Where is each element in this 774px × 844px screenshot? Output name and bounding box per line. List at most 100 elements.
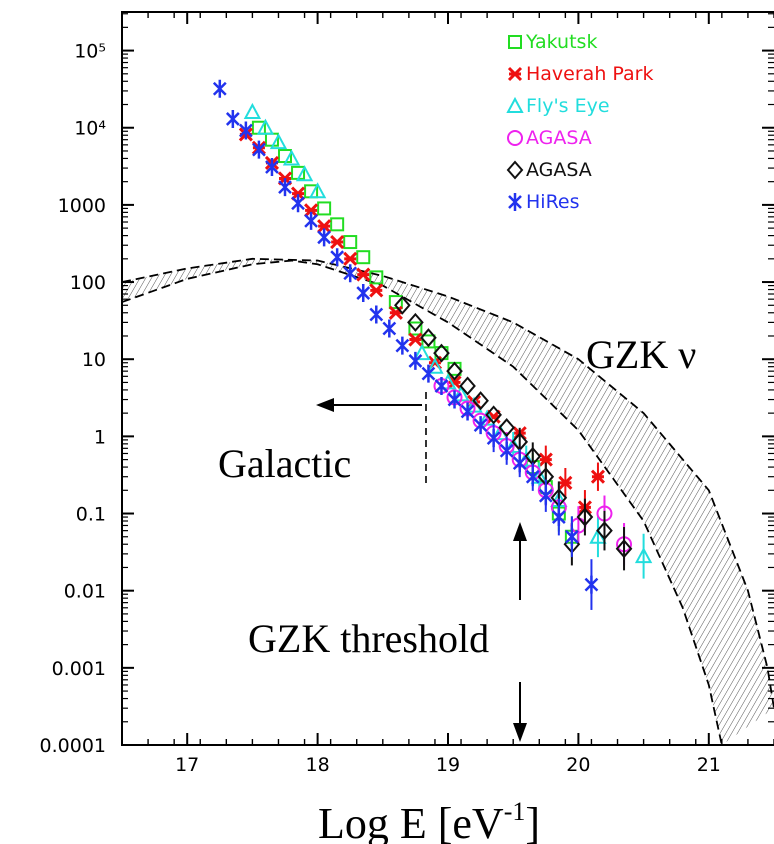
data-point: [558, 475, 573, 490]
data-point: [343, 264, 358, 283]
x-tick-label: 17: [175, 754, 199, 776]
gzk-threshold-up-arrowhead: [513, 522, 527, 541]
data-point: [433, 343, 450, 363]
data-point: [291, 194, 305, 213]
data-point: [564, 527, 579, 546]
data-point: [269, 133, 288, 150]
data-point: [551, 508, 566, 527]
data-point: [212, 79, 227, 98]
gzk-band-upper-edge: [122, 257, 774, 709]
data-point: [473, 416, 488, 435]
data-point: [308, 182, 327, 199]
data-point: [304, 211, 318, 230]
data-point: [530, 467, 548, 484]
y-tick-label: 10⁵: [74, 41, 106, 63]
legend-marker: [506, 160, 524, 180]
data-point: [356, 250, 371, 265]
data-point: [634, 547, 653, 564]
data-point: [395, 336, 410, 355]
data-point: [356, 284, 371, 303]
data-point: [413, 343, 431, 361]
data-point: [407, 312, 424, 332]
data-point: [576, 507, 594, 527]
y-tick-label: 1000: [58, 195, 106, 217]
data-point: [408, 332, 423, 347]
y-tick-label: 0.001: [52, 658, 106, 680]
plot-frame: [121, 11, 774, 746]
y-tick-label: 10: [82, 349, 106, 371]
legend: Yakutsk Haverah Park Fly's Eye AGASA AGASA Hi…: [506, 31, 653, 213]
data-point: [304, 203, 319, 218]
series-star-5: [212, 79, 599, 610]
data-point: [343, 251, 358, 266]
legend-label: AGASA: [526, 159, 592, 181]
gzk-neutrino-band: [122, 257, 774, 745]
legend-label: Fly's Eye: [526, 95, 610, 117]
data-point: [225, 109, 240, 128]
data-point: [421, 334, 436, 349]
y-tick-label: 100: [70, 272, 106, 294]
y-tick-label: 0.1: [76, 504, 106, 526]
gzk-band-lower-edge: [122, 259, 723, 745]
data-point: [238, 121, 253, 140]
x-axis-label: Log E [eV-1]: [318, 797, 540, 844]
data-point: [369, 270, 384, 285]
legend-label: Yakutsk: [525, 31, 597, 53]
legend-marker: [507, 66, 523, 82]
data-point: [525, 467, 540, 486]
annotation-gzk-nu: GZK ν: [586, 332, 696, 377]
data-point: [408, 351, 423, 370]
legend-marker: [508, 35, 522, 49]
data-point: [421, 364, 436, 383]
galactic-arrowhead: [316, 398, 334, 412]
data-point: [486, 429, 501, 448]
data-point: [388, 305, 403, 320]
data-point: [459, 376, 476, 396]
data-point: [472, 391, 489, 411]
legend-marker: [506, 96, 524, 113]
data-point: [615, 539, 633, 559]
legend-label: Haverah Park: [526, 63, 653, 85]
data-point: [369, 283, 384, 298]
data-point: [330, 248, 345, 267]
data-point: [596, 521, 613, 541]
annotation-galactic: Galactic: [218, 441, 351, 486]
data-point: [317, 201, 332, 216]
data-point: [265, 157, 279, 176]
data-point: [434, 376, 449, 395]
data-point: [278, 178, 292, 197]
data-point: [243, 102, 262, 119]
data-point: [446, 361, 463, 381]
data-point: [420, 328, 437, 348]
data-point: [460, 402, 475, 421]
y-tick-label: 1: [94, 426, 106, 448]
y-tick-label: 10⁴: [74, 118, 106, 140]
data-point: [590, 469, 606, 484]
legend-marker: [507, 130, 523, 146]
data-point: [317, 228, 332, 247]
data-point: [252, 140, 266, 159]
y-tick-label: 0.0001: [40, 735, 106, 757]
data-point: [356, 267, 371, 282]
gzk-threshold-down-arrowhead: [513, 723, 527, 742]
data-point: [499, 441, 514, 460]
gzk-band-fill: [122, 258, 774, 745]
data-point: [498, 418, 516, 438]
data-point: [538, 452, 553, 467]
data-point: [282, 149, 301, 166]
data-point: [330, 217, 345, 232]
data-point: [317, 219, 332, 234]
x-tick-label: 20: [566, 754, 590, 776]
data-point: [512, 454, 527, 473]
data-point: [295, 165, 314, 182]
data-point: [426, 357, 444, 374]
data-points: [212, 79, 653, 610]
data-point: [256, 118, 275, 135]
data-point: [538, 486, 553, 505]
x-tick-label: 21: [697, 754, 721, 776]
y-tick-label: 0.01: [64, 581, 106, 603]
annotation-gzk-threshold: GZK threshold: [248, 616, 489, 661]
data-point: [343, 235, 358, 250]
data-point: [388, 295, 403, 310]
